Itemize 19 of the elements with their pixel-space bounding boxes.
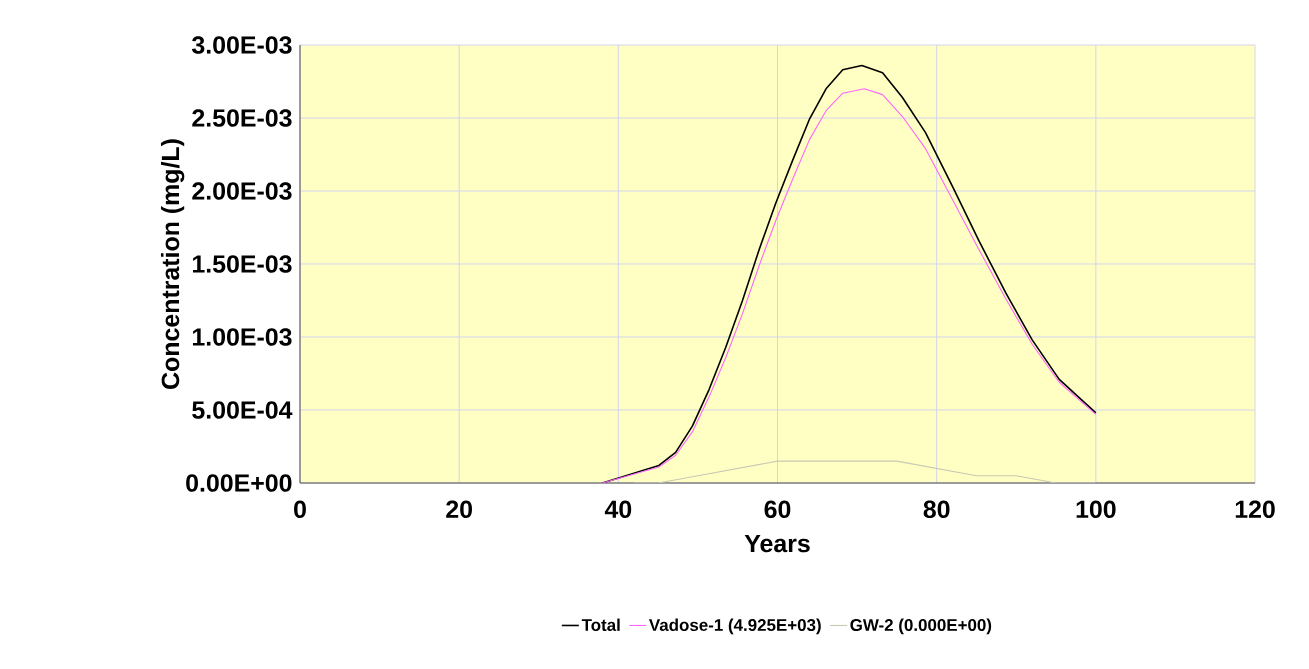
- y-tick-label: 3.00E-03: [191, 36, 292, 54]
- legend-label: Total: [581, 618, 620, 632]
- legend-label: GW-2 (0.000E+00): [850, 618, 992, 635]
- x-tick-label: 40: [604, 500, 632, 519]
- y-axis-title: Concentration (mg/L): [160, 139, 185, 389]
- y-tick-label: 5.00E-04: [192, 401, 293, 419]
- x-tick-label: 60: [764, 500, 791, 519]
- x-tick-label: 100: [1076, 500, 1116, 519]
- y-tick-label: 1.50E-03: [192, 255, 292, 273]
- x-tick-label: 120: [1235, 500, 1275, 519]
- x-axis-title: Years: [744, 534, 810, 553]
- x-tick-label: 20: [446, 500, 472, 519]
- y-tick-label: 0.00E+00: [186, 474, 292, 492]
- x-tick-label: 80: [923, 500, 950, 519]
- legend-label: Vadose-1 (4.925E+03): [649, 618, 821, 635]
- y-tick-label: 2.00E-03: [192, 182, 292, 200]
- y-tick-label: 1.00E-03: [192, 328, 292, 346]
- x-tick-label: 0: [294, 500, 306, 519]
- y-tick-label: 2.50E-03: [192, 109, 292, 127]
